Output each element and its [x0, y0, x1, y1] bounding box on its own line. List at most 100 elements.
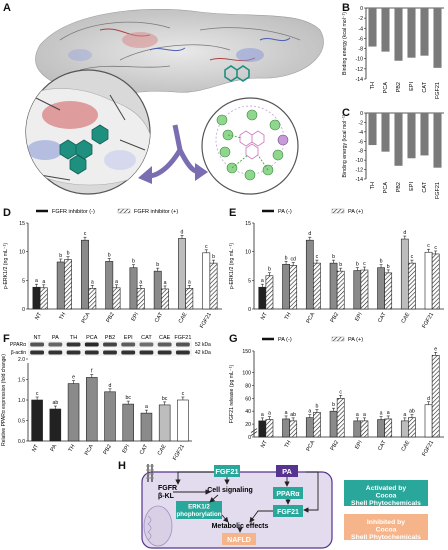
significance-letter: c — [434, 245, 437, 251]
x-tick-label: CAE — [178, 311, 189, 324]
bar — [368, 113, 377, 146]
x-tick-label: PCA — [383, 182, 389, 194]
bar-hatched — [209, 262, 218, 310]
bar — [104, 391, 116, 442]
bar-hatched — [336, 270, 345, 310]
significance-letter: c — [427, 243, 430, 249]
bar — [377, 419, 385, 438]
blot-band-ppara — [175, 342, 190, 347]
chart-f: NT PA TH PCA PB2 EPI CAT CAE FGF21PPARαβ-actin52… — [1, 335, 211, 461]
x-tick-label: CAE — [401, 439, 412, 452]
x-tick-label: CAT — [377, 311, 388, 324]
binding-pocket-zoom — [25, 69, 151, 195]
blot-band-actin — [121, 350, 136, 355]
bar — [424, 251, 433, 310]
bar — [86, 377, 98, 442]
y-tick-label: 5 — [22, 278, 25, 284]
x-tick-label: EPI — [122, 443, 132, 454]
klotho-label: β-KL — [158, 493, 175, 500]
bar — [353, 270, 362, 310]
y-tick-label: 20 — [245, 422, 251, 428]
bar-hatched — [313, 262, 321, 310]
bar — [305, 239, 314, 310]
y-tick-label: -6 — [358, 36, 363, 42]
panel-label-a: A — [3, 2, 11, 14]
bar — [177, 399, 189, 442]
significance-letter: e — [72, 375, 75, 381]
y-tick-label: 100 — [242, 371, 251, 377]
panel-label-b: B — [342, 2, 350, 14]
significance-letter: c — [411, 254, 414, 260]
bar — [49, 408, 62, 442]
significance-letter: a — [268, 411, 271, 417]
panel-label-h: H — [118, 460, 126, 472]
bar — [424, 404, 433, 438]
blot-band-actin — [48, 350, 63, 355]
y-axis-label: FGF21 release (pg mL⁻¹) — [229, 365, 235, 424]
bar — [178, 238, 186, 310]
significance-letter: a — [403, 412, 406, 418]
significance-letter: a — [285, 410, 288, 416]
significance-letter: d — [308, 231, 311, 237]
panel-label-g: G — [229, 333, 238, 345]
x-tick-label: PB2 — [103, 444, 113, 456]
pparalpha-box — [273, 487, 303, 499]
significance-letter: b — [332, 254, 335, 260]
bar-hatched — [431, 354, 440, 438]
significance-letter: b — [132, 259, 135, 265]
blot-size: 52 kDa — [195, 342, 211, 348]
significance-letter: c — [316, 254, 319, 260]
significance-letter: a — [387, 410, 390, 416]
x-tick-label: FGF21 — [421, 440, 435, 458]
fgfr-label: FGFR — [158, 485, 177, 492]
bar — [202, 252, 211, 310]
legend-label: FGFR inhibitor (+) — [134, 209, 178, 215]
significance-letter: b — [356, 262, 359, 268]
erk-label: ERK1/2 phophorylation — [176, 504, 221, 519]
blot-lane-label: EPI — [124, 335, 133, 341]
bar — [400, 238, 409, 310]
axis-break — [250, 431, 258, 436]
blot-lane-label: TH — [70, 335, 77, 341]
legend-label: PA (+) — [348, 209, 363, 215]
x-tick-label: TH — [68, 444, 77, 453]
significance-letter: c — [182, 391, 185, 397]
y-tick-label: 15 — [245, 221, 251, 227]
significance-letter: a — [308, 409, 311, 415]
erk-box — [176, 501, 222, 519]
significance-letter: ab — [290, 412, 296, 418]
x-tick-label: EPI — [354, 439, 364, 450]
y-tick-label: -10 — [356, 158, 364, 164]
significance-letter: ab — [409, 409, 415, 415]
pparalpha-label: PPARα — [276, 491, 300, 498]
x-tick-label: PA — [50, 443, 59, 452]
panel-label-d: D — [3, 207, 11, 219]
docking-illustration — [25, 9, 324, 195]
bar-hatched — [265, 275, 274, 310]
x-tick-label: CAT — [154, 311, 165, 324]
significance-letter: b — [212, 254, 215, 260]
bar — [353, 420, 362, 438]
y-axis-label: p-ERK1/2 (ng mL⁻¹) — [3, 243, 9, 290]
significance-letter: d — [427, 396, 430, 402]
bar-hatched — [360, 420, 369, 438]
significance-letter: a — [115, 279, 118, 285]
x-tick-label: PB2 — [330, 440, 340, 452]
blot-lane-label: CAE — [159, 335, 171, 341]
significance-letter: a — [261, 278, 264, 284]
y-tick-label: -14 — [356, 77, 364, 83]
significance-letter: a — [35, 278, 38, 284]
x-tick-label: EPI — [409, 82, 415, 91]
legend-inhibited-box — [344, 514, 428, 540]
nafld-box — [222, 533, 256, 545]
bar — [158, 404, 171, 442]
y-tick-label: -8 — [358, 149, 363, 155]
x-tick-label: PB2 — [105, 312, 115, 324]
zoom-arrow-stem — [172, 124, 183, 151]
significance-letter: b — [67, 251, 70, 257]
significance-letter: f — [91, 368, 93, 374]
significance-letter: c — [205, 244, 208, 250]
bar — [81, 239, 89, 310]
y-tick-label: -2 — [358, 120, 363, 126]
